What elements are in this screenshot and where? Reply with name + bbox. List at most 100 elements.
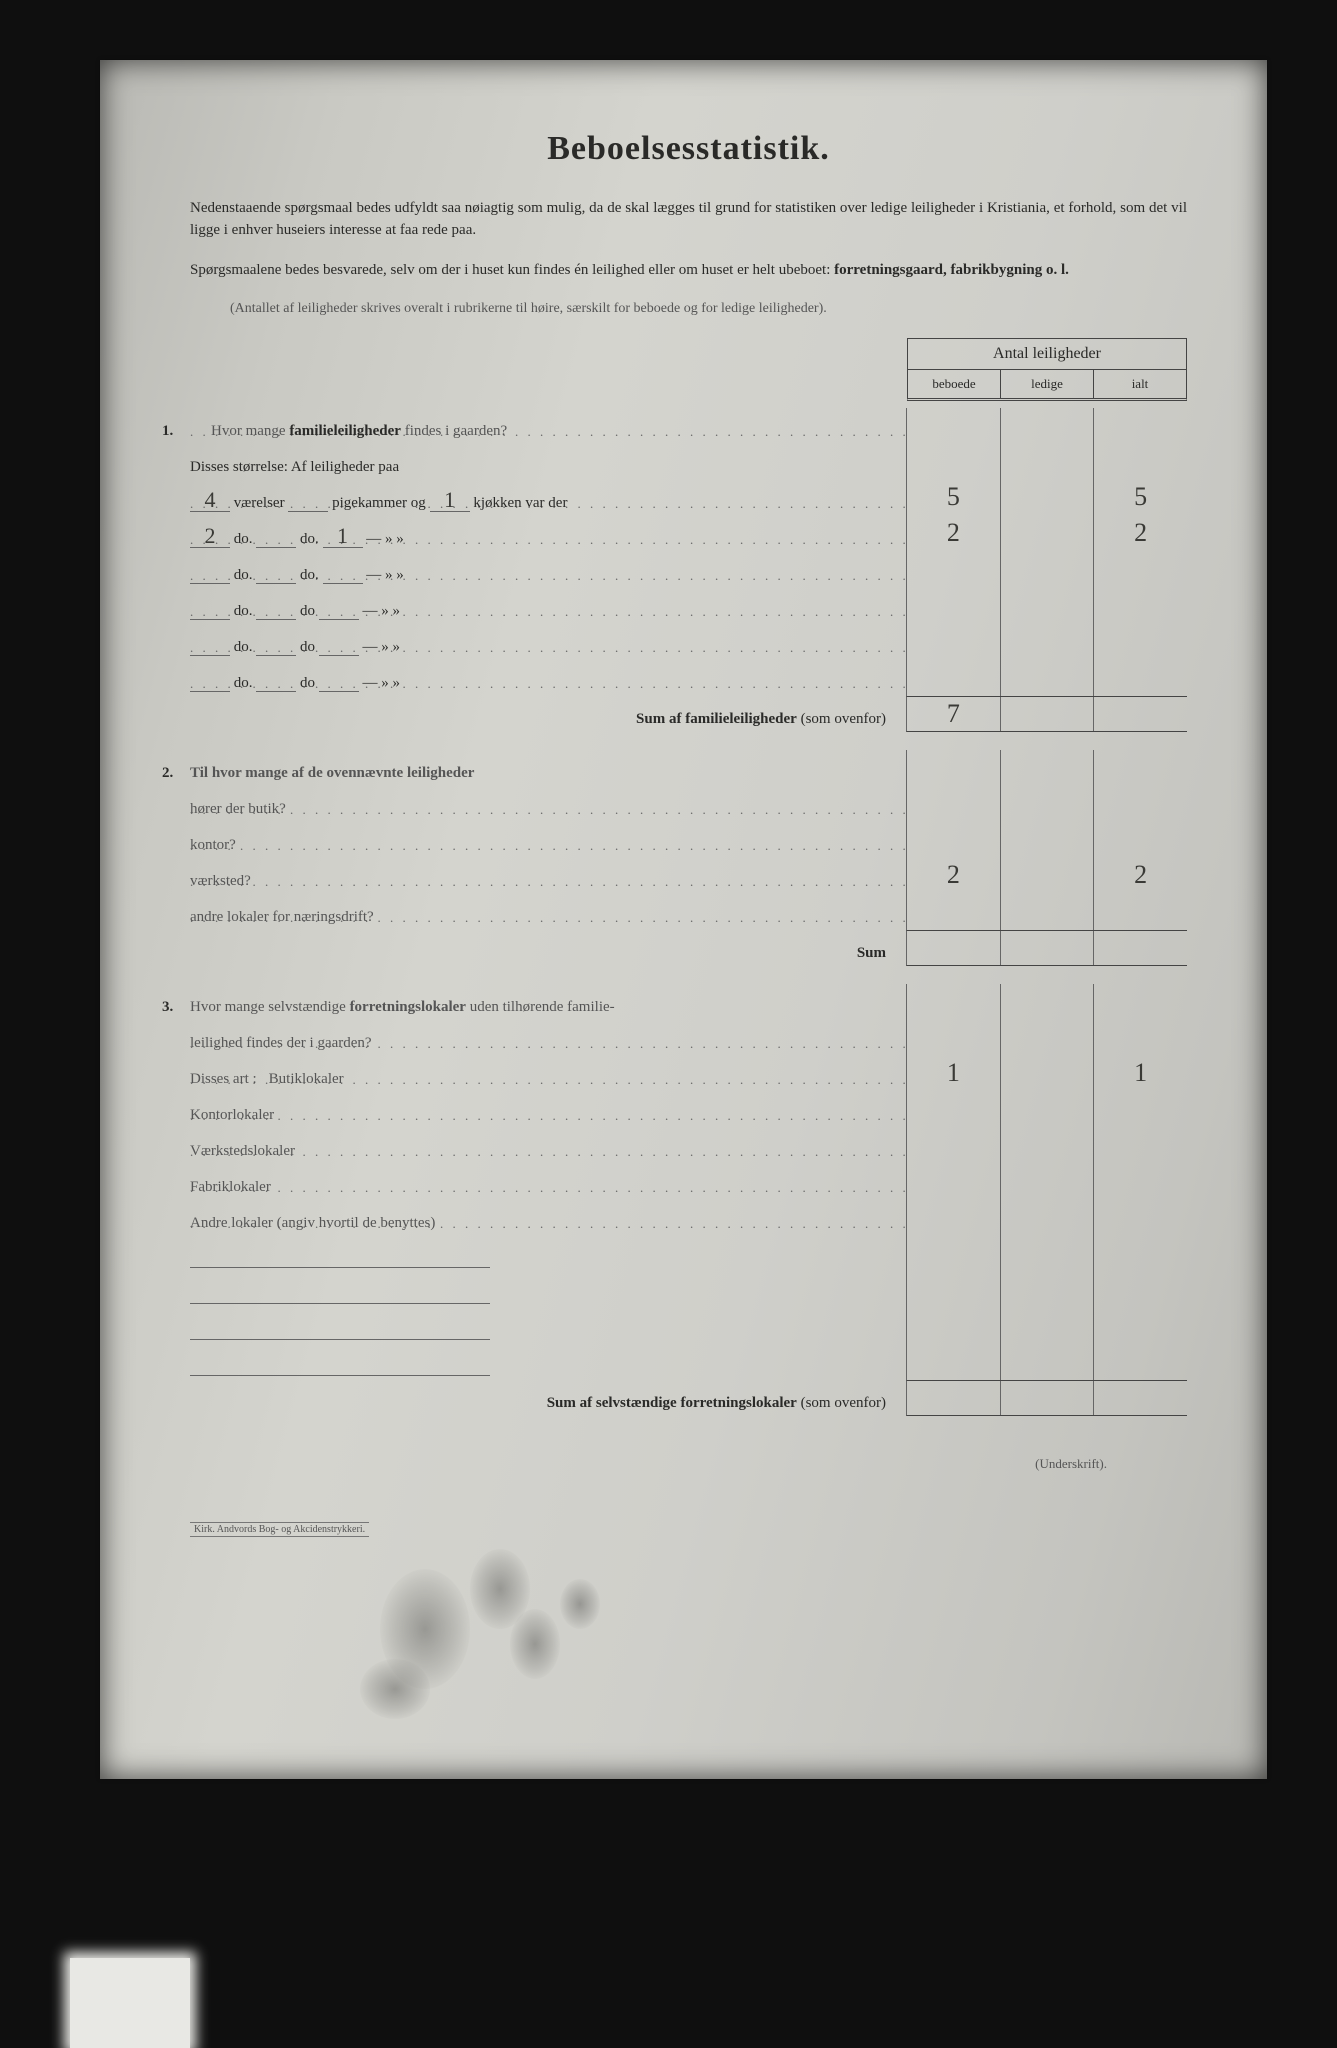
cell-beboede bbox=[907, 588, 1001, 624]
column-header: Antal leiligheder beboede ledige ialt bbox=[907, 338, 1187, 401]
q3-number: 3. bbox=[162, 999, 173, 1016]
q1-disses-text: Disses størrelse: Af leiligheder paa bbox=[190, 459, 399, 475]
intro-paragraph-2: Spørgsmaalene bedes besvarede, selv om d… bbox=[190, 260, 1187, 282]
cell-ialt bbox=[1094, 1344, 1187, 1380]
intro-2b: forretningsgaard, fabrikbygning o. l. bbox=[834, 262, 1069, 278]
cell-beboede bbox=[907, 786, 1001, 822]
col-top: Antal leiligheder bbox=[908, 339, 1186, 370]
q2-row: andre lokaler for næringsdrift? bbox=[190, 894, 1187, 930]
cell-ialt bbox=[1094, 786, 1187, 822]
q3-row: Andre lokaler (angiv hvortil de benyttes… bbox=[190, 1200, 1187, 1236]
cell-beboede bbox=[907, 624, 1001, 660]
scan-frame: Beboelsesstatistik. Nedenstaaende spørgs… bbox=[0, 0, 1337, 2048]
q2-sum-row: Sum bbox=[190, 930, 1187, 966]
cell-ialt bbox=[1094, 1164, 1187, 1200]
q3-row bbox=[190, 1272, 1187, 1308]
cell-ialt: 2 bbox=[1094, 516, 1187, 552]
q2-heading-row: 2. Til hvor mange af de ovennævnte leili… bbox=[190, 750, 1187, 786]
q1-row: do. do — » » bbox=[190, 624, 1187, 660]
document-page: Beboelsesstatistik. Nedenstaaende spørgs… bbox=[100, 60, 1267, 1779]
cell-beboede bbox=[907, 822, 1001, 858]
cell-beboede bbox=[907, 1200, 1001, 1236]
cell-ledige bbox=[1001, 1344, 1095, 1380]
q1-sum-c3 bbox=[1094, 697, 1187, 731]
cell-ledige bbox=[1001, 624, 1095, 660]
cell-ialt bbox=[1094, 1092, 1187, 1128]
q1-sum-c2 bbox=[1001, 697, 1095, 731]
q1-sum-a: Sum af familieleiligheder bbox=[636, 711, 797, 727]
cell-ialt bbox=[1094, 624, 1187, 660]
q3-sum-a: Sum af selvstændige forretningslokaler bbox=[547, 1395, 797, 1411]
q1-number: 1. bbox=[162, 423, 179, 439]
q1-row: 4 værelser pigekammer og 1 kjøkken var d… bbox=[190, 480, 1187, 516]
cell-ialt: 5 bbox=[1094, 480, 1187, 516]
q2-row: værksted? 2 2 bbox=[190, 858, 1187, 894]
cell-ledige bbox=[1001, 1092, 1095, 1128]
ink-smudge bbox=[360, 1539, 620, 1719]
cell-ledige bbox=[1001, 1128, 1095, 1164]
q1-sum-b: (som ovenfor) bbox=[797, 711, 886, 727]
q1-sum-c1: 7 bbox=[907, 697, 1001, 731]
cell-ledige bbox=[1001, 1308, 1095, 1344]
cell-ledige bbox=[1001, 786, 1095, 822]
cell-ledige bbox=[1001, 1056, 1095, 1092]
q3-row bbox=[190, 1344, 1187, 1380]
cell-beboede: 5 bbox=[907, 480, 1001, 516]
form-table: Antal leiligheder beboede ledige ialt //… bbox=[190, 338, 1187, 1416]
cell-ledige bbox=[1001, 480, 1095, 516]
cell-ialt bbox=[1094, 1308, 1187, 1344]
cell-ialt bbox=[1094, 1128, 1187, 1164]
intro-note: (Antallet af leiligheder skrives overalt… bbox=[230, 299, 1187, 319]
q3-row: Disses art :Butiklokaler 1 1 bbox=[190, 1056, 1187, 1092]
cell-ialt bbox=[1094, 660, 1187, 696]
q3-heading-row2: leilighed findes der i gaarden? bbox=[190, 1020, 1187, 1056]
q3-heading-row: 3. Hvor mange selvstændige forretningslo… bbox=[190, 984, 1187, 1020]
q1-sum-row: Sum af familieleiligheder (som ovenfor) … bbox=[190, 696, 1187, 732]
q2-row: kontor? bbox=[190, 822, 1187, 858]
cell-ledige bbox=[1001, 516, 1095, 552]
cell-ledige bbox=[1001, 588, 1095, 624]
q3-row bbox=[190, 1308, 1187, 1344]
cell-beboede bbox=[907, 1092, 1001, 1128]
cell-beboede bbox=[907, 660, 1001, 696]
q1-row: 2 do. do. 1 — » » 2 2 bbox=[190, 516, 1187, 552]
cell-ialt bbox=[1094, 822, 1187, 858]
col-sub-ledige: ledige bbox=[1001, 370, 1094, 398]
cell-ledige bbox=[1001, 894, 1095, 930]
cell-ialt: 2 bbox=[1094, 858, 1187, 894]
cell-ledige bbox=[1001, 858, 1095, 894]
q3-line-b: leilighed findes der i gaarden? bbox=[190, 1035, 378, 1051]
q2-sum-label: Sum bbox=[857, 945, 886, 961]
cell-ledige bbox=[1001, 552, 1095, 588]
q1-heading-row: 1. Hvor mange familieleiligheder findes … bbox=[190, 408, 1187, 444]
cell-beboede bbox=[907, 1272, 1001, 1308]
q1-row: do. do — » » bbox=[190, 588, 1187, 624]
cell-beboede bbox=[907, 1164, 1001, 1200]
cell-ialt bbox=[1094, 1200, 1187, 1236]
q3-sum-b: (som ovenfor) bbox=[797, 1395, 886, 1411]
cell-ledige bbox=[1001, 1164, 1095, 1200]
q1-row: do. do — » » bbox=[190, 660, 1187, 696]
q1-bold: familieleiligheder bbox=[289, 423, 401, 439]
cell-beboede: 2 bbox=[907, 858, 1001, 894]
printer-footer: Kirk. Andvords Bog- og Akcidenstrykkeri. bbox=[190, 1522, 369, 1537]
cell-beboede: 1 bbox=[907, 1056, 1001, 1092]
cell-ialt bbox=[1094, 552, 1187, 588]
intro-1b: ledige leiligheder i Kristiania, bbox=[870, 200, 1049, 216]
cell-beboede bbox=[907, 1344, 1001, 1380]
cell-beboede bbox=[907, 894, 1001, 930]
q2-row: hører der butik? bbox=[190, 786, 1187, 822]
scanner-light-patch bbox=[70, 1958, 190, 2048]
q2-line: Til hvor mange af de ovennævnte leilighe… bbox=[190, 765, 474, 781]
intro-2a: Spørgsmaalene bedes besvarede, selv om d… bbox=[190, 262, 834, 278]
cell-beboede bbox=[907, 1128, 1001, 1164]
q3-row: Fabriklokaler bbox=[190, 1164, 1187, 1200]
cell-ledige bbox=[1001, 660, 1095, 696]
cell-ledige bbox=[1001, 1200, 1095, 1236]
col-sub-beboede: beboede bbox=[908, 370, 1001, 398]
cell-ialt bbox=[1094, 1236, 1187, 1272]
q1-disses: Disses størrelse: Af leiligheder paa bbox=[190, 444, 1187, 480]
cell-beboede bbox=[907, 1236, 1001, 1272]
cell-beboede bbox=[907, 1308, 1001, 1344]
cell-beboede: 2 bbox=[907, 516, 1001, 552]
